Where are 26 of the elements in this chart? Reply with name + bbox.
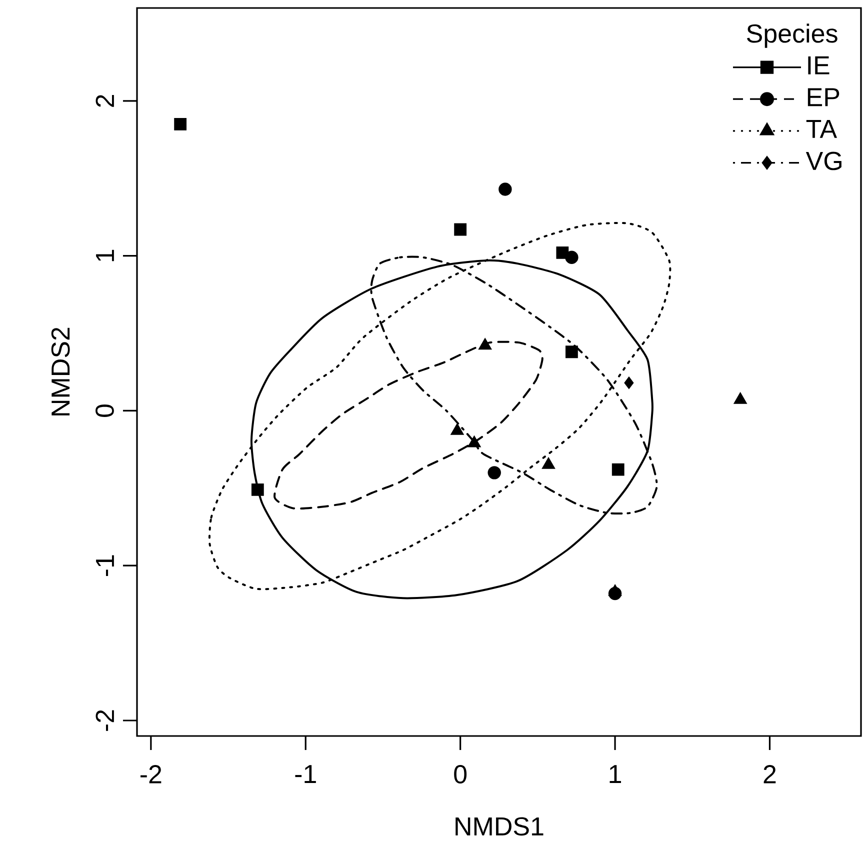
x-axis-title: NMDS1 <box>456 817 544 836</box>
x-tick-label: -2 <box>140 765 162 784</box>
point <box>251 484 264 496</box>
legend-label: IE <box>808 56 830 74</box>
y-tick-label: -2 <box>96 710 114 731</box>
legend-label: TA <box>806 120 838 138</box>
point <box>174 118 187 130</box>
y-axis-title: NMDS2 <box>51 328 70 416</box>
legend-title: Species <box>746 24 838 48</box>
x-tick-label: 2 <box>764 765 776 784</box>
x-tick-label: 1 <box>610 765 621 783</box>
point <box>624 376 634 390</box>
point <box>566 346 578 358</box>
point <box>498 182 512 196</box>
point <box>612 463 624 476</box>
point <box>454 223 467 236</box>
x-tick-label: -1 <box>295 765 316 783</box>
y-tick-label: 1 <box>96 250 114 262</box>
point <box>565 250 578 264</box>
point <box>488 466 501 480</box>
y-tick-label: 2 <box>96 95 114 107</box>
legend-label: VG <box>806 152 842 170</box>
y-tick-label: -1 <box>96 555 114 576</box>
x-tick-label: 0 <box>454 765 467 784</box>
y-tick-label: 0 <box>96 404 114 417</box>
legend-label: EP <box>808 88 840 106</box>
